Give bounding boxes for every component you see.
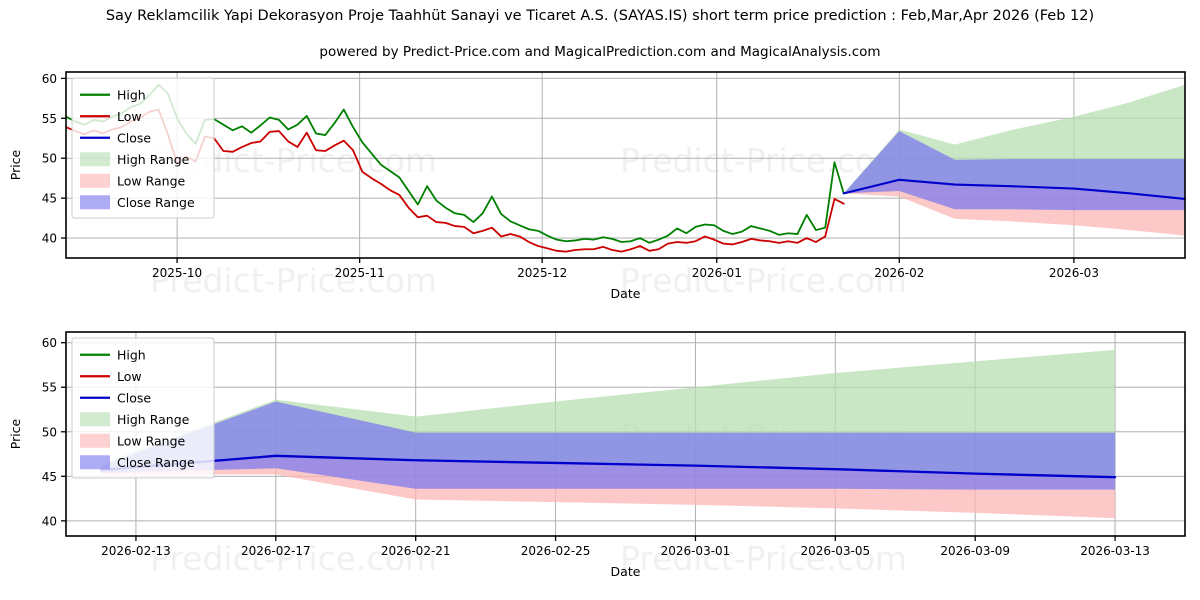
legend-label: Low (117, 369, 142, 384)
legend-patch-swatch (80, 433, 110, 448)
ytick-label-60: 60 (42, 72, 57, 86)
legend-item-high-range[interactable]: High Range (80, 412, 190, 427)
legend-patch-swatch (80, 152, 110, 167)
plot-frame (65, 71, 1186, 259)
legend-label: High (117, 347, 146, 362)
legend-patch-swatch (80, 455, 110, 470)
ytick-label-45: 45 (42, 470, 57, 484)
legend-label: High Range (117, 412, 190, 427)
xtick-label-2: 2025-12 (517, 266, 567, 280)
plot-frame (65, 331, 1186, 537)
legend-item-low[interactable]: Low (80, 109, 142, 124)
watermark-1: Predict-Price.com (620, 141, 907, 180)
legend-label: Close (117, 130, 151, 145)
watermark-2: Predict-Price.com (150, 261, 437, 300)
close-range-band (100, 401, 1116, 490)
xtick-label-4: 2026-02 (874, 266, 924, 280)
legend-label: Close Range (117, 195, 195, 210)
xtick-label-4: 2026-03-01 (661, 544, 731, 558)
legend-item-low-range[interactable]: Low Range (80, 173, 186, 188)
watermark-2: Predict-Price.com (150, 539, 437, 578)
legend-label: Close (117, 390, 151, 405)
close-line (99, 454, 1117, 479)
legend-label: High (117, 87, 146, 102)
legend-item-close-range[interactable]: Close Range (80, 195, 195, 210)
page-title: Say Reklamcilik Yapi Dekorasyon Proje Ta… (105, 8, 1095, 24)
x-axis-label: Date (611, 286, 641, 301)
legend-item-high-range[interactable]: High Range (80, 152, 190, 167)
y-axis-label: Price (8, 149, 23, 180)
legend-label: Low Range (117, 173, 186, 188)
top-chart-svg: Predict-Price.com Predict-Price.com Predic… (8, 71, 1187, 301)
legend-label: Low Range (117, 433, 186, 448)
ytick-label-45: 45 (42, 192, 57, 206)
legend-item-low[interactable]: Low (80, 369, 142, 384)
x-axis-label: Date (611, 564, 641, 579)
legend-item-close[interactable]: Close (80, 130, 151, 145)
ytick-label-50: 50 (42, 152, 57, 166)
legend-item-high[interactable]: High (80, 347, 146, 362)
legend-item-close-range[interactable]: Close Range (80, 455, 195, 470)
legend-item-high[interactable]: High (80, 87, 146, 102)
ytick-label-55: 55 (42, 381, 57, 395)
y-axis-label: Price (8, 418, 23, 449)
xtick-label-2: 2026-02-21 (381, 544, 451, 558)
legend-label: Close Range (117, 455, 195, 470)
watermark-3: Predict-Price.com (620, 539, 907, 578)
xtick-label-1: 2025-11 (335, 266, 385, 280)
xtick-label-6: 2026-03-09 (940, 544, 1010, 558)
ytick-label-40: 40 (42, 232, 57, 246)
legend-patch-swatch (80, 173, 110, 188)
legend-item-low-range[interactable]: Low Range (80, 433, 186, 448)
ytick-label-40: 40 (42, 514, 57, 528)
ytick-label-60: 60 (42, 336, 57, 350)
legend-patch-swatch (80, 195, 110, 210)
watermark-3: Predict-Price.com (620, 261, 907, 300)
xtick-label-5: 2026-03 (1049, 266, 1099, 280)
xtick-label-5: 2026-03-05 (800, 544, 870, 558)
legend-patch-swatch (80, 412, 110, 427)
legend-item-close[interactable]: Close (80, 390, 151, 405)
xtick-label-3: 2026-02-25 (521, 544, 591, 558)
ytick-label-50: 50 (42, 425, 57, 439)
top-chart: Predict-Price.com Predict-Price.com Predic… (0, 62, 1200, 312)
xtick-label-0: 2025-10 (152, 266, 202, 280)
legend-label: High Range (117, 152, 190, 167)
legend-label: Low (117, 109, 142, 124)
ytick-label-55: 55 (42, 112, 57, 126)
close-line (842, 178, 1187, 200)
xtick-label-7: 2026-03-13 (1080, 544, 1150, 558)
xtick-label-1: 2026-02-17 (241, 544, 311, 558)
bottom-chart: Predict-Price.comPredict-Price.comPredic… (0, 318, 1200, 600)
xtick-label-3: 2026-01 (692, 266, 742, 280)
xtick-label-0: 2026-02-13 (101, 544, 171, 558)
page-subtitle: powered by Predict-Price.com and Magical… (319, 44, 881, 60)
bottom-chart-svg: Predict-Price.comPredict-Price.comPredic… (8, 331, 1186, 579)
